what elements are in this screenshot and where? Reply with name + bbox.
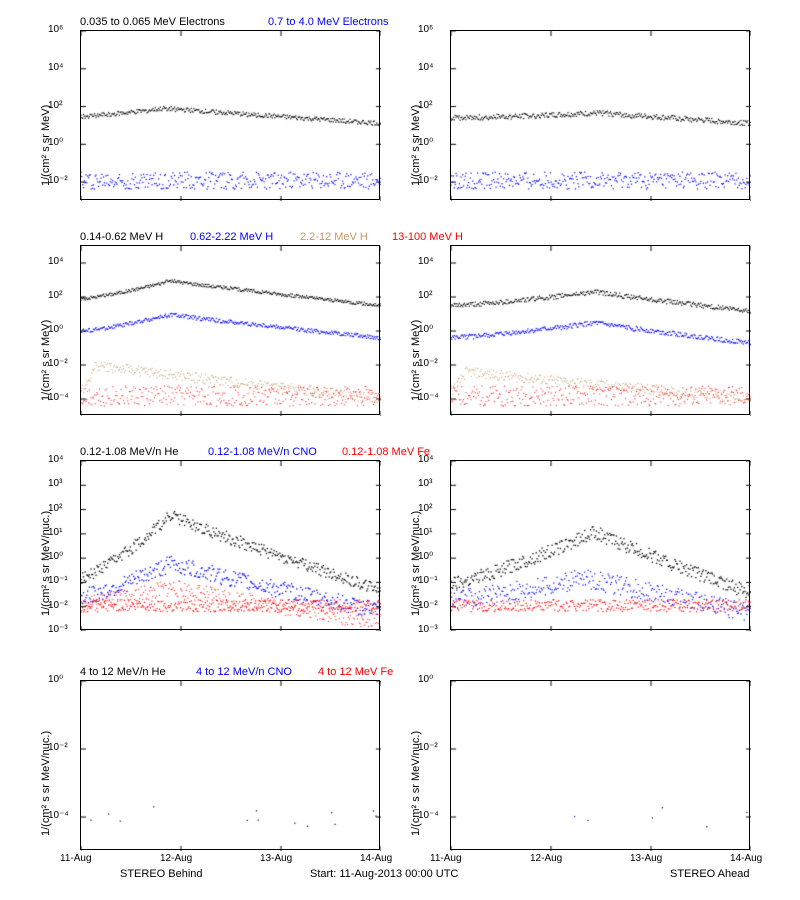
series-label: 4 to 12 MeV/n CNO xyxy=(196,666,292,678)
y-axis-label: 1/(cm² s sr MeV) xyxy=(410,105,422,186)
ytick-label: 10⁴ xyxy=(48,454,63,465)
series-label: 0.62-2.22 MeV H xyxy=(190,231,273,243)
chart-panel xyxy=(450,460,750,630)
xtick-label: 13-Aug xyxy=(260,853,292,864)
chart-panel xyxy=(80,245,380,415)
ytick-label: 10² xyxy=(418,290,432,301)
series-label: 4 to 12 MeV/n He xyxy=(80,666,166,678)
series-label: 4 to 12 MeV Fe xyxy=(318,666,393,678)
footer-start-label: Start: 11-Aug-2013 00:00 UTC xyxy=(310,868,458,880)
ytick-label: 10⁴ xyxy=(48,62,63,73)
chart-panel xyxy=(450,680,750,850)
chart-panel xyxy=(80,30,380,200)
y-axis-label: 1/(cm² s sr MeV) xyxy=(40,105,52,186)
ytick-label: 10³ xyxy=(48,478,62,489)
series-label: 13-100 MeV H xyxy=(392,231,463,243)
footer-behind-label: STEREO Behind xyxy=(120,868,203,880)
series-label: 0.14-0.62 MeV H xyxy=(80,231,163,243)
ytick-label: 10⁰ xyxy=(418,674,433,685)
series-label: 0.7 to 4.0 MeV Electrons xyxy=(268,16,388,28)
ytick-label: 10⁴ xyxy=(418,62,433,73)
ytick-label: 10⁴ xyxy=(418,454,433,465)
ytick-label: 10⁴ xyxy=(48,256,63,267)
series-label: 0.035 to 0.065 MeV Electrons xyxy=(80,16,225,28)
ytick-label: 10⁶ xyxy=(48,24,63,35)
y-axis-label: 1/(cm² s sr MeV/nuc.) xyxy=(410,731,422,836)
y-axis-label: 1/(cm² s sr MeV/nuc.) xyxy=(40,511,52,616)
ytick-label: 10⁰ xyxy=(48,674,63,685)
series-label: 0.12-1.08 MeV Fe xyxy=(342,446,430,458)
xtick-label: 11-Aug xyxy=(430,853,462,864)
chart-canvas xyxy=(81,246,381,416)
ytick-label: 10⁴ xyxy=(418,256,433,267)
footer-ahead-label: STEREO Ahead xyxy=(670,868,750,880)
ytick-label: 10⁶ xyxy=(418,24,433,35)
xtick-label: 11-Aug xyxy=(60,853,92,864)
series-label: 2.2-12 MeV H xyxy=(300,231,368,243)
figure-root: 0.035 to 0.065 MeV Electrons 0.7 to 4.0 M… xyxy=(0,0,800,900)
chart-panel xyxy=(80,460,380,630)
ytick-label: 10⁻³ xyxy=(418,624,438,635)
y-axis-label: 1/(cm² s sr MeV) xyxy=(410,320,422,401)
y-axis-label: 1/(cm² s sr MeV/nuc.) xyxy=(410,511,422,616)
chart-panel xyxy=(80,680,380,850)
chart-canvas xyxy=(451,681,751,851)
xtick-label: 14-Aug xyxy=(730,853,762,864)
xtick-label: 14-Aug xyxy=(360,853,392,864)
chart-panel xyxy=(450,245,750,415)
xtick-label: 13-Aug xyxy=(630,853,662,864)
chart-canvas xyxy=(451,246,751,416)
series-label: 0.12-1.08 MeV/n He xyxy=(80,446,178,458)
y-axis-label: 1/(cm² s sr MeV/nuc.) xyxy=(40,731,52,836)
ytick-label: 10³ xyxy=(418,478,432,489)
ytick-label: 10⁻³ xyxy=(48,624,68,635)
xtick-label: 12-Aug xyxy=(530,853,562,864)
chart-panel xyxy=(450,30,750,200)
chart-canvas xyxy=(81,681,381,851)
chart-canvas xyxy=(451,461,751,631)
chart-canvas xyxy=(81,461,381,631)
y-axis-label: 1/(cm² s sr MeV) xyxy=(40,320,52,401)
series-label: 0.12-1.08 MeV/n CNO xyxy=(208,446,317,458)
chart-canvas xyxy=(451,31,751,201)
chart-canvas xyxy=(81,31,381,201)
ytick-label: 10² xyxy=(48,290,62,301)
xtick-label: 12-Aug xyxy=(160,853,192,864)
